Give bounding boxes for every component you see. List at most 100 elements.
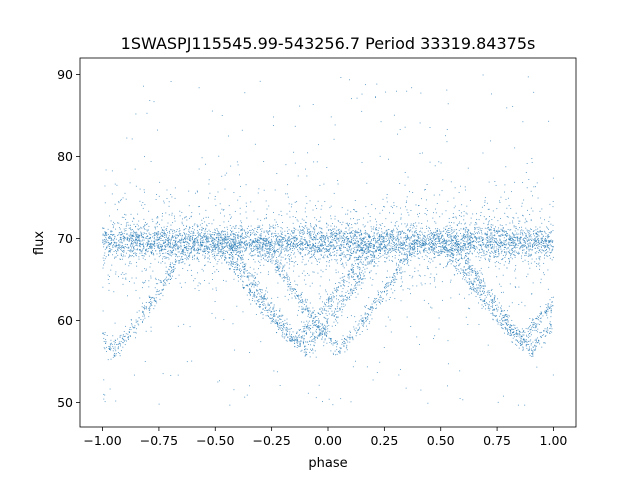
data-point <box>278 214 280 216</box>
data-point <box>499 283 501 285</box>
data-point <box>268 231 269 233</box>
data-point <box>110 237 112 239</box>
data-point <box>308 244 310 246</box>
data-point <box>105 237 107 239</box>
data-point <box>221 240 223 242</box>
data-point <box>212 240 214 242</box>
data-point <box>522 215 524 217</box>
data-point <box>383 232 385 234</box>
data-point <box>397 249 399 251</box>
data-point <box>141 232 143 234</box>
data-point <box>212 247 214 248</box>
data-point <box>477 241 479 243</box>
data-point <box>288 244 289 246</box>
data-point <box>308 228 310 230</box>
data-point <box>114 241 116 243</box>
data-point <box>360 242 361 244</box>
data-point <box>463 240 464 242</box>
data-point <box>118 201 120 203</box>
data-point <box>419 244 421 246</box>
data-point <box>290 282 292 283</box>
data-point <box>510 238 512 239</box>
data-point <box>467 235 469 237</box>
data-point <box>307 230 308 232</box>
data-point <box>259 241 261 243</box>
data-point <box>143 282 145 284</box>
data-point <box>377 249 379 251</box>
data-point <box>277 240 279 242</box>
data-point <box>334 232 336 234</box>
data-point <box>358 255 360 257</box>
data-point <box>428 260 430 262</box>
data-point <box>503 244 505 245</box>
data-point <box>190 235 192 237</box>
data-point <box>467 232 468 234</box>
data-point <box>454 229 456 231</box>
data-point <box>175 244 177 246</box>
data-point <box>354 256 356 258</box>
data-point <box>292 246 294 248</box>
data-point <box>426 225 427 227</box>
data-point <box>241 226 243 228</box>
data-point <box>297 175 299 177</box>
data-point <box>135 238 136 240</box>
data-point <box>144 204 146 206</box>
data-point <box>266 239 268 241</box>
data-point <box>548 235 550 237</box>
data-point <box>312 247 314 249</box>
data-point <box>294 256 296 258</box>
data-point <box>520 242 522 243</box>
data-point <box>417 270 419 272</box>
data-point <box>509 252 510 253</box>
data-point <box>533 239 535 241</box>
data-point <box>315 224 317 226</box>
data-point <box>386 234 388 236</box>
data-point <box>151 218 153 220</box>
data-point <box>199 228 201 230</box>
data-point <box>130 229 132 231</box>
data-point <box>491 240 493 242</box>
data-point <box>541 252 543 254</box>
data-point <box>162 235 164 237</box>
data-point <box>205 253 206 254</box>
data-point <box>129 234 131 236</box>
data-point <box>384 236 386 238</box>
data-point <box>505 238 507 240</box>
data-point <box>174 217 176 219</box>
data-point <box>335 247 337 249</box>
data-point <box>469 251 471 253</box>
data-point <box>417 216 419 218</box>
data-point <box>346 236 348 237</box>
data-point <box>315 234 316 236</box>
data-point <box>457 243 459 245</box>
data-point <box>395 251 397 253</box>
data-point <box>136 253 138 255</box>
data-point <box>185 228 187 230</box>
data-point <box>383 249 385 251</box>
data-point <box>194 237 196 239</box>
data-point <box>142 255 144 257</box>
data-point <box>130 237 132 239</box>
data-point <box>220 242 222 244</box>
data-point <box>451 245 453 247</box>
data-point <box>216 246 218 248</box>
data-point <box>468 236 470 238</box>
data-point <box>547 244 549 246</box>
data-point <box>429 236 431 238</box>
data-point <box>524 259 526 261</box>
data-point <box>331 239 333 241</box>
data-point <box>287 239 289 241</box>
data-point <box>162 233 164 235</box>
data-point <box>507 242 509 244</box>
data-point <box>457 235 459 237</box>
data-point <box>176 231 178 233</box>
data-point <box>438 236 440 238</box>
data-point <box>446 229 448 231</box>
data-point <box>296 244 298 246</box>
data-point <box>154 243 155 245</box>
data-point <box>510 229 512 231</box>
data-point <box>225 280 227 282</box>
data-point <box>175 237 176 238</box>
data-point <box>540 237 542 239</box>
data-point <box>160 246 162 248</box>
